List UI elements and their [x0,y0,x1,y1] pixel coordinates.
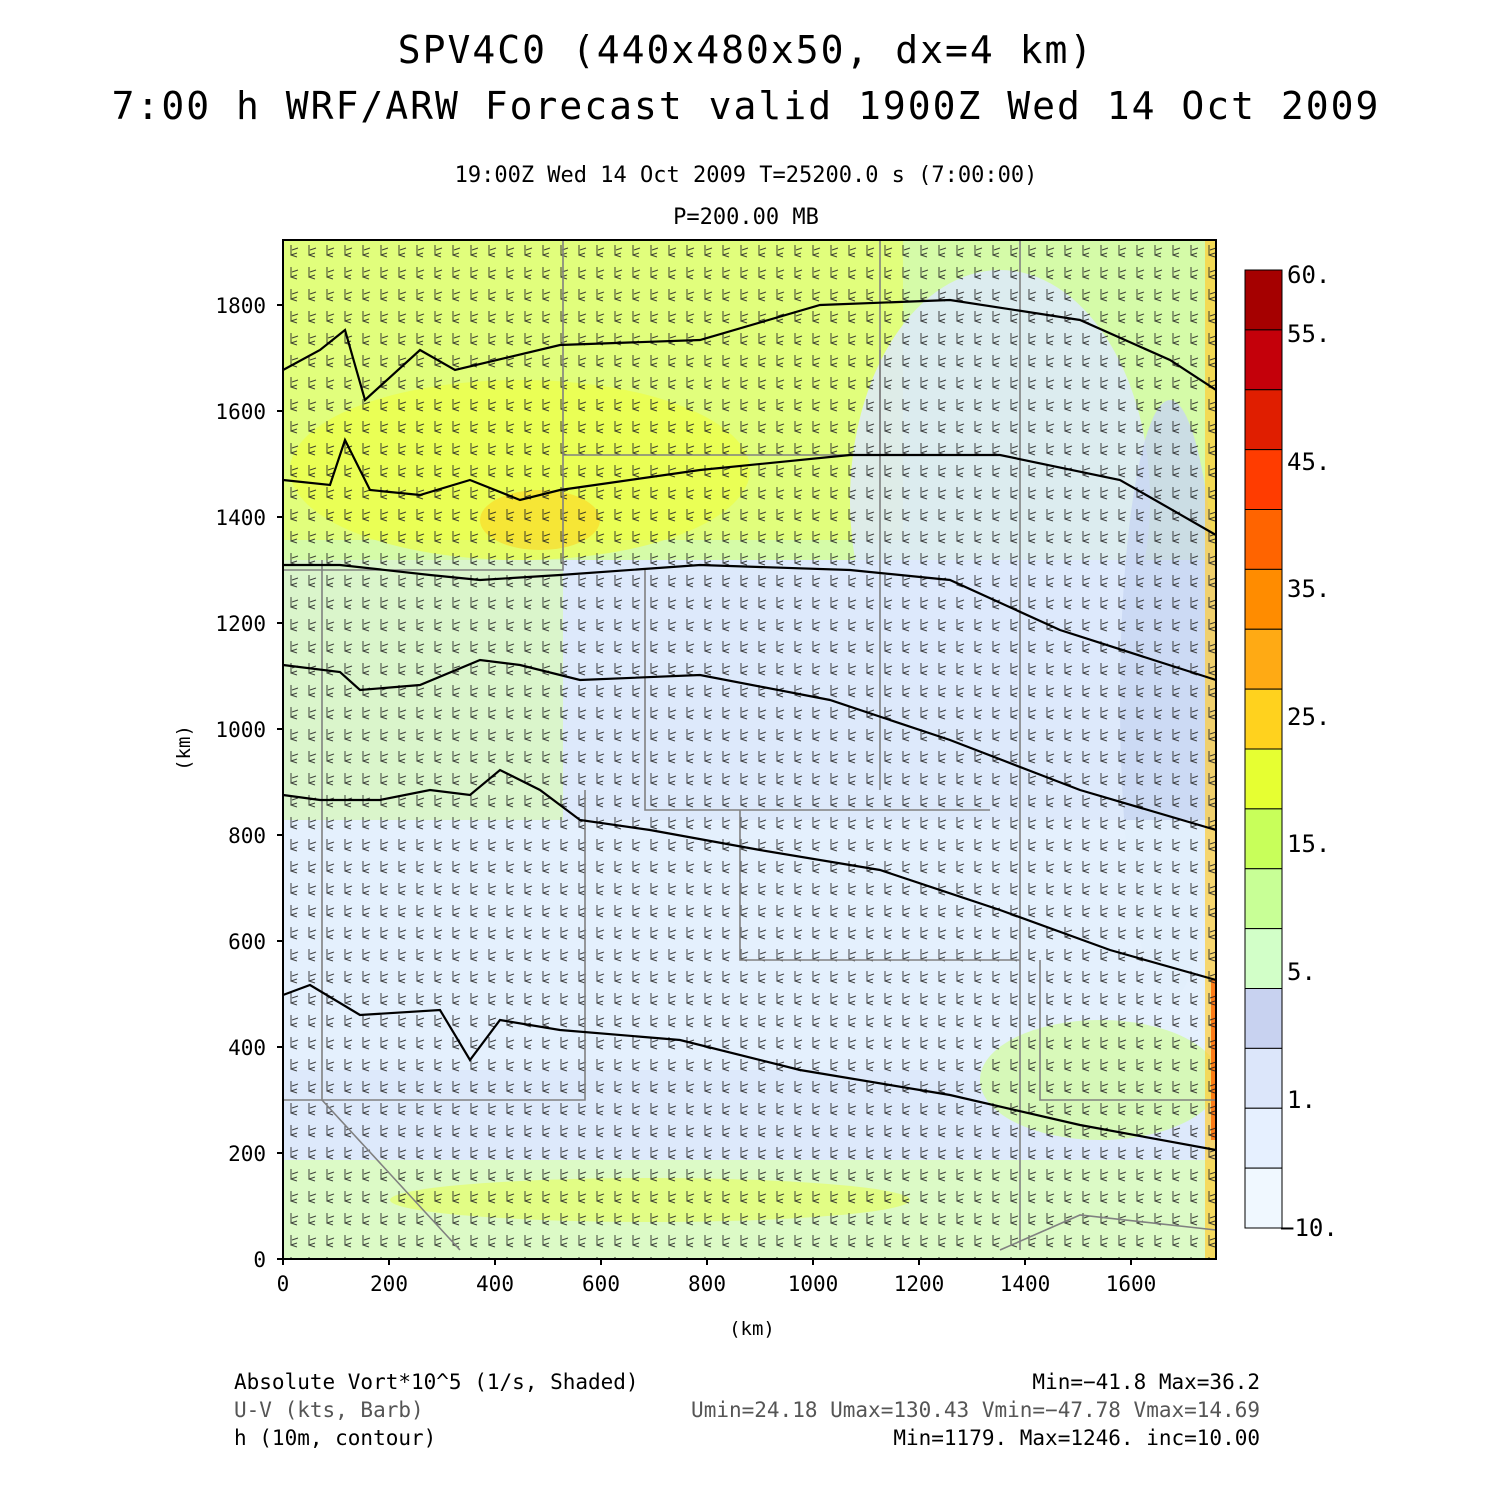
colorbar-segment [1244,509,1283,570]
legend-height-label: h (10m, contour) [234,1426,437,1450]
pressure-level-subtitle: P=200.00 MB [673,205,819,230]
y-tick-label: 800 [228,824,266,848]
y-tick-label: 200 [228,1142,266,1166]
x-tick-label: 1200 [894,1272,945,1296]
colorbar-label: 45. [1287,448,1330,476]
colorbar-segment [1244,1167,1283,1229]
colorbar-label: 5. [1287,958,1316,986]
x-tick-label: 1600 [1106,1272,1157,1296]
y-axis-label: (km) [173,725,195,771]
x-tick-label: 1000 [788,1272,839,1296]
colorbar-segment [1244,988,1283,1049]
y-tick-label: 1600 [215,400,266,424]
x-tick-label: 800 [688,1272,726,1296]
y-tick-label: 1200 [215,612,266,636]
colorbar-segment [1244,269,1283,331]
x-axis-label: (km) [729,1318,775,1340]
colorbar-segment [1244,928,1283,989]
valid-time-subtitle: 19:00Z Wed 14 Oct 2009 T=25200.0 s (7:00… [454,163,1038,188]
colorbar-segment [1244,449,1283,510]
colorbar-label: 60. [1287,261,1330,289]
colorbar-segment [1244,748,1283,810]
colorbar-segment [1244,868,1283,930]
colorbar-labels: 60. 55. 45. 35. 25. 15. 5. 1. −10. [1280,261,1338,1242]
colorbar-segment [1244,389,1283,451]
y-tick-label: 600 [228,930,266,954]
colorbar-segment [1244,329,1283,391]
x-tick-label: 1400 [1000,1272,1051,1296]
vorticity-shading [283,240,1216,1259]
legend-wind-stats: Umin=24.18 Umax=130.43 Vmin=−47.78 Vmax=… [691,1398,1260,1422]
legend-vorticity-stats: Min=−41.8 Max=36.2 [1032,1370,1260,1394]
y-tick-label: 400 [228,1036,266,1060]
title-line-2: 7:00 h WRF/ARW Forecast valid 1900Z Wed … [111,84,1381,128]
y-tick-label: 0 [253,1248,266,1272]
y-tick-label: 1800 [215,294,266,318]
colorbar-label: 1. [1287,1086,1316,1114]
colorbar-label: 55. [1287,320,1330,348]
x-tick-labels: 0 200 400 600 800 1000 1200 1400 1600 [277,1272,1157,1296]
colorbar-segment [1244,628,1283,690]
plot-frame [282,239,1217,1260]
colorbar-segment [1244,688,1283,750]
colorbar-segment [1244,568,1283,630]
colorbar-segment [1244,1107,1283,1169]
colorbar-segment [1244,808,1283,870]
colorbar-label: 15. [1287,830,1330,858]
colorbar [1244,269,1283,1229]
legend-vorticity-label: Absolute Vort*10^5 (1/s, Shaded) [234,1370,639,1394]
height-contours [283,298,1216,1152]
y-tick-label: 1400 [215,506,266,530]
y-tick-label: 1000 [215,718,266,742]
legend-wind-label: U-V (kts, Barb) [234,1398,424,1422]
axis-tick-marks [277,304,1132,1265]
legend-height-stats: Min=1179. Max=1246. inc=10.00 [893,1426,1260,1450]
colorbar-label: 35. [1287,575,1330,603]
colorbar-label: −10. [1280,1214,1338,1242]
title-line-1: SPV4C0 (440x480x50, dx=4 km) [397,28,1095,72]
x-tick-label: 200 [370,1272,408,1296]
colorbar-segment [1244,1047,1283,1109]
x-tick-label: 400 [476,1272,514,1296]
y-tick-labels: 0 200 400 600 800 1000 1200 1400 1600 18… [215,294,266,1272]
x-tick-label: 600 [582,1272,620,1296]
x-tick-label: 0 [277,1272,290,1296]
colorbar-label: 25. [1287,703,1330,731]
state-borders [283,240,1216,1251]
